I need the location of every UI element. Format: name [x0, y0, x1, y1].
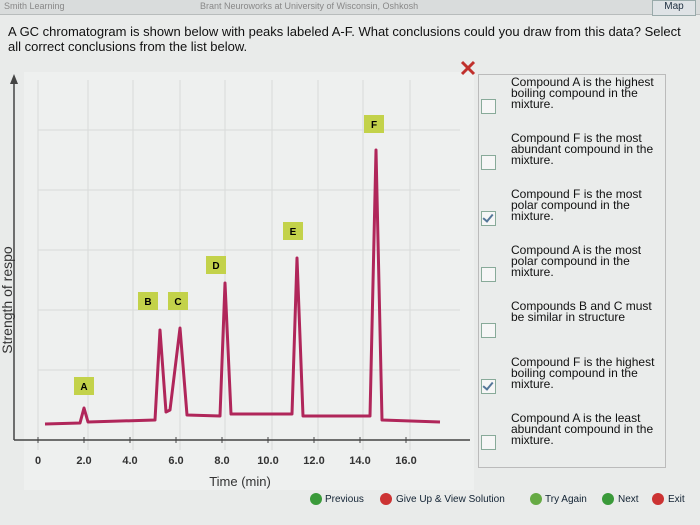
peak-label: D	[212, 261, 219, 272]
peak-label: F	[371, 120, 377, 131]
peak-label: A	[80, 382, 87, 393]
checkbox[interactable]	[481, 379, 496, 394]
peak-label: B	[144, 297, 151, 308]
x-tick-label: 4.0	[122, 455, 137, 467]
option-text: Compound F is the highest boiling compou…	[511, 355, 655, 391]
checkbox[interactable]	[481, 211, 496, 226]
x-tick-label: 2.0	[76, 455, 91, 467]
x-tick-label: 8.0	[214, 455, 229, 467]
option-text: Compound F is the most polar compound in…	[511, 187, 642, 223]
next-button[interactable]: Next	[618, 494, 639, 505]
top-text: Smith Learning	[4, 1, 65, 11]
question: A GC chromatogram is shown below with pe…	[8, 24, 681, 54]
checkbox[interactable]	[481, 435, 496, 450]
give-up-button[interactable]: Give Up & View Solution	[396, 494, 505, 505]
checkbox[interactable]	[481, 99, 496, 114]
x-tick-label: 6.0	[168, 455, 183, 467]
top-bar: Smith Learning Brant Neuroworks at Unive…	[0, 0, 700, 15]
grid	[37, 80, 460, 450]
previous-button[interactable]: Previous	[325, 494, 364, 505]
option-text: Compound A is the least abundant compoun…	[511, 411, 654, 447]
option-text: Compound A is the highest boiling compou…	[511, 75, 654, 111]
university: Brant Neuroworks at University of Wiscon…	[200, 1, 419, 11]
option-text: Compound F is the most abundant compound…	[511, 131, 654, 167]
options-panel: Compound A is the highest boiling compou…	[478, 74, 666, 468]
trace	[44, 148, 441, 426]
option-text: Compound A is the most polar compound in…	[511, 243, 642, 279]
exit-button[interactable]: Exit	[668, 494, 685, 505]
close-x[interactable]	[460, 60, 476, 76]
x-tick-label: 16.0	[395, 455, 416, 467]
y-label: Strength of respo	[0, 246, 15, 354]
checkbox[interactable]	[481, 267, 496, 282]
x-tick-label: 0	[35, 455, 41, 467]
x-tick-label: 12.0	[303, 455, 324, 467]
peak-label: C	[174, 297, 181, 308]
peak-label: E	[290, 227, 297, 238]
x-tick-label: 10.0	[257, 455, 278, 467]
try-again-button[interactable]: Try Again	[545, 494, 587, 505]
checkbox[interactable]	[481, 323, 496, 338]
option-text: Compounds B and C must be similar in str…	[511, 299, 652, 324]
peak-labels: A B C D E F	[74, 115, 384, 395]
checkbox[interactable]	[481, 155, 496, 170]
x-tick-label: 14.0	[349, 455, 370, 467]
chromatogram: A B C D E F Strength of respo Time (min)…	[0, 60, 476, 490]
map-button[interactable]: Map	[652, 0, 696, 16]
y-arrow	[10, 74, 18, 84]
button-bar: Previous Give Up & View Solution Try Aga…	[300, 490, 700, 512]
plot-bg	[24, 72, 474, 490]
x-label: Time (min)	[209, 474, 271, 489]
